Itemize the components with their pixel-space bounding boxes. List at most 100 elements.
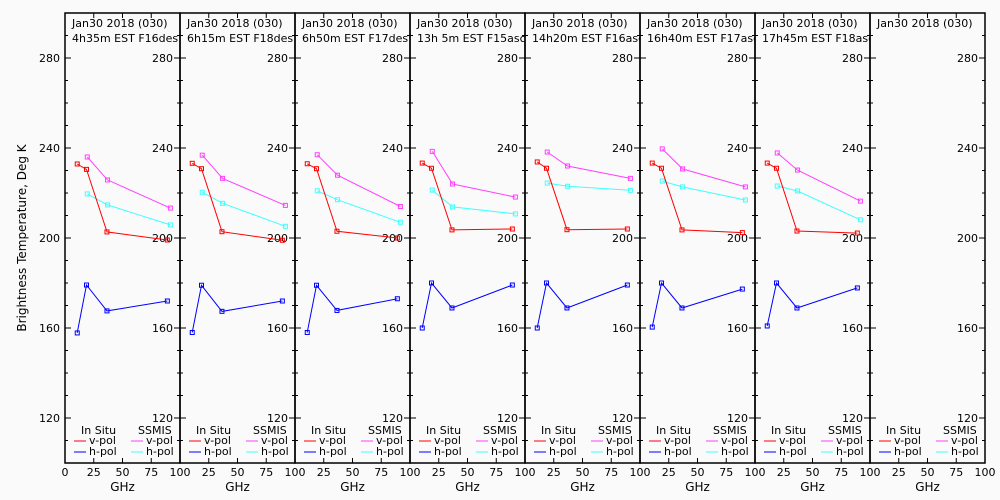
legend-in-situ-title: In Situ — [426, 424, 461, 437]
data-point — [450, 181, 456, 187]
y-tick-label: 120 — [957, 412, 978, 425]
data-point — [429, 280, 435, 286]
legend-label: v-pol — [894, 434, 921, 447]
x-tick-label: 100 — [630, 466, 651, 479]
panel-time: 13h 5m EST F15asc — [417, 32, 526, 45]
x-tick-label: 25 — [777, 466, 791, 479]
data-point — [509, 282, 515, 288]
series-in-situ-v — [534, 159, 630, 233]
x-axis-label: GHz — [800, 480, 825, 494]
x-tick-label: 25 — [87, 466, 101, 479]
panel-header: Jan30 2018 (030) 13h 5m EST F15asc — [416, 17, 526, 45]
data-point — [854, 285, 860, 291]
x-tick-label: 50 — [461, 466, 475, 479]
x-tick-label: 100 — [975, 466, 996, 479]
series-line — [76, 283, 168, 333]
data-point — [220, 200, 226, 206]
y-tick-label: 160 — [267, 322, 288, 335]
data-point — [429, 148, 435, 154]
legend-in-situ-title: In Situ — [311, 424, 346, 437]
data-point — [314, 152, 320, 158]
legend-label: v-pol — [261, 434, 288, 447]
series-line — [431, 151, 516, 198]
data-point — [335, 172, 341, 178]
y-tick-label: 240 — [957, 142, 978, 155]
data-point — [739, 230, 745, 236]
legend-label: v-pol — [319, 434, 346, 447]
data-point — [680, 184, 686, 190]
data-point — [450, 204, 456, 210]
x-tick-label: 100 — [515, 466, 536, 479]
panel-header: Jan30 2018 (030) 6h15m EST F18des — [186, 17, 293, 45]
y-tick-label: 240 — [152, 142, 173, 155]
series-ssmis-h — [199, 189, 288, 229]
legend-ssmis-title: SSMIS — [713, 424, 747, 437]
y-tick-label: 120 — [842, 412, 863, 425]
data-point — [164, 298, 170, 304]
data-point — [334, 307, 340, 313]
x-tick-label: 0 — [62, 466, 69, 479]
y-tick-label: 280 — [267, 52, 288, 65]
y-tick-label-160-outer: 160 — [39, 322, 60, 335]
legend-label: v-pol — [721, 434, 748, 447]
data-point — [304, 330, 310, 335]
data-point — [335, 197, 341, 203]
x-tick-label: 75 — [144, 466, 158, 479]
y-tick-label: 240 — [497, 142, 518, 155]
series-ssmis-h — [774, 183, 863, 223]
data-point — [220, 175, 226, 181]
data-point — [167, 205, 173, 211]
data-point — [397, 204, 403, 209]
series-in-situ-v — [304, 161, 400, 241]
legend-label: v-pol — [779, 434, 806, 447]
panel-5: 120 160 200 240 280 25 50 75 100 GHz Jan30 2018 (0… — [524, 12, 651, 494]
data-point — [512, 194, 518, 200]
data-point — [189, 160, 195, 166]
y-tick-label: 200 — [382, 232, 403, 245]
data-point — [509, 226, 515, 232]
legend-in-situ-title: In Situ — [656, 424, 691, 437]
series-ssmis-h — [659, 178, 748, 203]
series-ssmis-v — [199, 152, 288, 208]
data-point — [739, 286, 745, 292]
series-line — [777, 185, 861, 221]
legend-label: h-pol — [894, 445, 922, 458]
data-point — [659, 280, 665, 286]
x-tick-label: 75 — [489, 466, 503, 479]
series-line — [76, 163, 168, 241]
x-tick-label: 100 — [860, 466, 881, 479]
data-point — [104, 229, 110, 235]
data-point — [680, 166, 686, 172]
panel-date: Jan30 2018 (030) — [876, 17, 973, 30]
data-point — [649, 160, 655, 166]
data-point — [627, 175, 633, 181]
data-point — [624, 282, 630, 288]
panel-time: 4h35m EST F16des — [72, 32, 178, 45]
panel-date: Jan30 2018 (030) — [646, 17, 743, 30]
y-tick-label: 200 — [612, 232, 633, 245]
panel-8: 120 160 200 240 280 25 50 75 100 GHz Jan30 2018 (0… — [869, 12, 996, 494]
data-point — [627, 187, 633, 193]
x-axis-label: GHz — [570, 480, 595, 494]
x-axis-label: GHz — [340, 480, 365, 494]
data-point — [649, 324, 655, 330]
data-point — [512, 211, 518, 217]
panel-date: Jan30 2018 (030) — [531, 17, 628, 30]
data-point — [105, 202, 111, 208]
legend-in-situ-title: In Situ — [771, 424, 806, 437]
series-ssmis-v — [774, 150, 863, 204]
legend-label: v-pol — [836, 434, 863, 447]
y-tick-label: 120 — [497, 412, 518, 425]
data-point — [279, 298, 285, 304]
data-point — [314, 282, 320, 288]
data-point — [419, 160, 425, 166]
data-point — [659, 178, 665, 184]
data-point — [742, 197, 748, 203]
series-line — [306, 284, 398, 333]
legend-label: h-pol — [549, 445, 577, 458]
